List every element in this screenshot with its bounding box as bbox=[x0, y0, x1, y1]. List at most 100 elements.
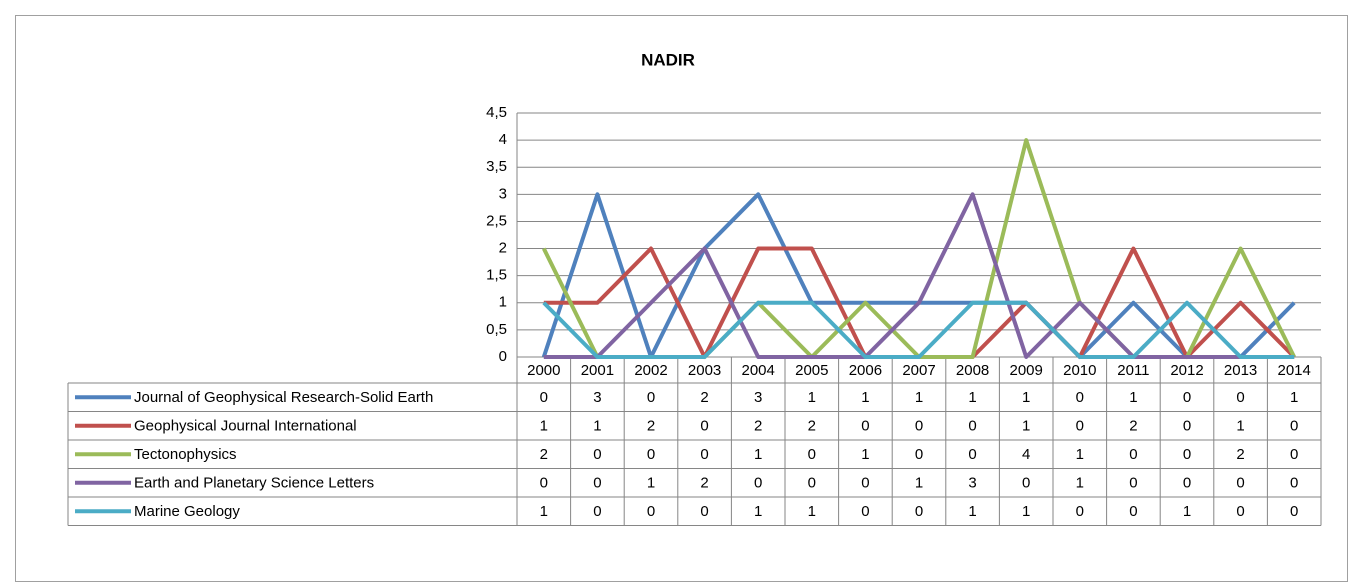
table-value: 0 bbox=[1290, 418, 1298, 435]
table-value: 0 bbox=[700, 503, 708, 520]
table-value: 0 bbox=[808, 446, 816, 463]
table-value: 1 bbox=[1290, 389, 1298, 406]
y-tick-label: 4,5 bbox=[486, 104, 507, 121]
legend-label: Earth and Planetary Science Letters bbox=[134, 475, 374, 492]
table-value: 0 bbox=[1183, 418, 1191, 435]
table-value: 1 bbox=[540, 503, 548, 520]
x-tick-label: 2001 bbox=[581, 362, 614, 379]
table-value: 1 bbox=[1129, 389, 1137, 406]
x-tick-label: 2002 bbox=[634, 362, 667, 379]
table-value: 2 bbox=[540, 446, 548, 463]
table-value: 1 bbox=[808, 503, 816, 520]
table-value: 0 bbox=[915, 446, 923, 463]
table-value: 0 bbox=[915, 503, 923, 520]
series-line bbox=[542, 300, 1295, 359]
table-value: 0 bbox=[647, 389, 655, 406]
table-value: 1 bbox=[593, 418, 601, 435]
table-value: 1 bbox=[540, 418, 548, 435]
x-tick-label: 2011 bbox=[1117, 362, 1149, 379]
table-value: 3 bbox=[754, 389, 762, 406]
x-tick-label: 2014 bbox=[1278, 362, 1311, 379]
legend-label: Tectonophysics bbox=[134, 446, 237, 463]
table-value: 0 bbox=[647, 503, 655, 520]
table-value: 0 bbox=[1183, 475, 1191, 492]
x-tick-label: 2000 bbox=[527, 362, 560, 379]
table-value: 0 bbox=[1236, 389, 1244, 406]
table-value: 2 bbox=[754, 418, 762, 435]
table-value: 1 bbox=[1022, 389, 1030, 406]
table-value: 0 bbox=[593, 446, 601, 463]
y-tick-label: 1 bbox=[499, 294, 507, 311]
x-tick-label: 2012 bbox=[1170, 362, 1203, 379]
table-value: 0 bbox=[1076, 389, 1084, 406]
table-value: 1 bbox=[968, 503, 976, 520]
y-tick-label: 0,5 bbox=[486, 321, 507, 338]
table-value: 0 bbox=[540, 389, 548, 406]
table-value: 0 bbox=[1183, 389, 1191, 406]
table-value: 1 bbox=[808, 389, 816, 406]
table-value: 0 bbox=[915, 418, 923, 435]
table-value: 1 bbox=[968, 389, 976, 406]
table-value: 3 bbox=[968, 475, 976, 492]
table-value: 1 bbox=[915, 475, 923, 492]
table-value: 1 bbox=[647, 475, 655, 492]
table-value: 2 bbox=[808, 418, 816, 435]
x-tick-label: 2004 bbox=[742, 362, 775, 379]
table-value: 2 bbox=[1129, 418, 1137, 435]
table-value: 0 bbox=[700, 446, 708, 463]
table-value: 1 bbox=[1022, 503, 1030, 520]
x-tick-label: 2013 bbox=[1224, 362, 1257, 379]
table-value: 0 bbox=[861, 418, 869, 435]
table-value: 0 bbox=[593, 503, 601, 520]
chart-title: NADIR bbox=[641, 50, 695, 69]
table-value: 1 bbox=[861, 389, 869, 406]
table-value: 0 bbox=[1076, 418, 1084, 435]
table-value: 0 bbox=[1022, 475, 1030, 492]
table-value: 1 bbox=[861, 446, 869, 463]
table-value: 1 bbox=[754, 446, 762, 463]
table-value: 0 bbox=[1290, 446, 1298, 463]
table-value: 0 bbox=[1236, 475, 1244, 492]
legend-label: Journal of Geophysical Research-Solid Ea… bbox=[134, 389, 433, 406]
table-value: 1 bbox=[1236, 418, 1244, 435]
table-value: 0 bbox=[540, 475, 548, 492]
table-value: 0 bbox=[1129, 503, 1137, 520]
table-value: 0 bbox=[1236, 503, 1244, 520]
x-tick-label: 2010 bbox=[1063, 362, 1096, 379]
table-value: 0 bbox=[754, 475, 762, 492]
table-value: 1 bbox=[1183, 503, 1191, 520]
series-line bbox=[543, 192, 1295, 359]
table-value: 0 bbox=[700, 418, 708, 435]
table-value: 1 bbox=[754, 503, 762, 520]
table-value: 0 bbox=[647, 446, 655, 463]
x-tick-label: 2003 bbox=[688, 362, 721, 379]
y-tick-label: 3 bbox=[499, 185, 507, 202]
table-value: 1 bbox=[1076, 475, 1084, 492]
legend-label: Geophysical Journal International bbox=[134, 418, 357, 435]
table-value: 0 bbox=[1290, 475, 1298, 492]
table-value: 1 bbox=[915, 389, 923, 406]
table-value: 0 bbox=[1076, 503, 1084, 520]
table-value: 0 bbox=[1129, 475, 1137, 492]
x-tick-label: 2007 bbox=[902, 362, 935, 379]
table-value: 2 bbox=[1236, 446, 1244, 463]
x-tick-label: 2006 bbox=[849, 362, 882, 379]
y-tick-label: 0 bbox=[499, 348, 507, 365]
y-tick-label: 1,5 bbox=[486, 267, 507, 284]
x-tick-label: 2005 bbox=[795, 362, 828, 379]
table-value: 0 bbox=[593, 475, 601, 492]
y-tick-label: 2 bbox=[499, 240, 507, 257]
table-value: 0 bbox=[808, 475, 816, 492]
table-value: 1 bbox=[1022, 418, 1030, 435]
table-value: 0 bbox=[1129, 446, 1137, 463]
table-value: 2 bbox=[700, 475, 708, 492]
table-value: 2 bbox=[700, 389, 708, 406]
table-value: 0 bbox=[1183, 446, 1191, 463]
table-value: 2 bbox=[647, 418, 655, 435]
table-value: 0 bbox=[861, 475, 869, 492]
y-tick-label: 3,5 bbox=[486, 158, 507, 175]
x-tick-label: 2008 bbox=[956, 362, 989, 379]
table-value: 0 bbox=[1290, 503, 1298, 520]
table-value: 0 bbox=[968, 418, 976, 435]
